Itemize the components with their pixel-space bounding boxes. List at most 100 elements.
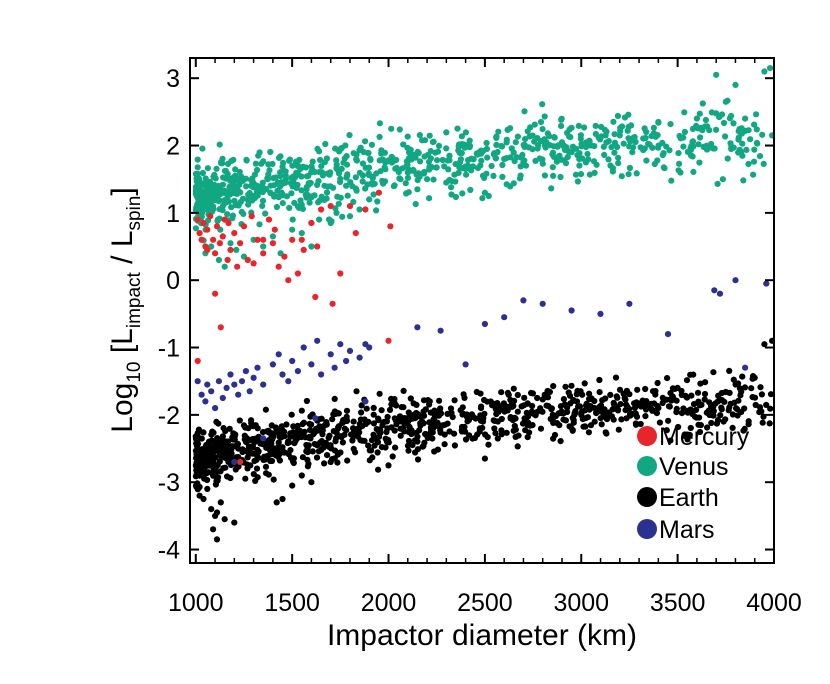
point-venus (514, 133, 522, 140)
point-earth (523, 409, 530, 416)
point-venus (556, 152, 563, 159)
point-venus (412, 201, 419, 208)
point-mercury (337, 270, 344, 277)
point-earth (732, 381, 739, 388)
point-earth (243, 435, 250, 442)
point-venus (221, 167, 229, 175)
point-earth (317, 427, 324, 434)
point-earth (591, 418, 598, 425)
point-earth (565, 389, 572, 396)
point-venus (444, 157, 451, 164)
series-mars (194, 277, 770, 466)
legend-label-earth: Earth (659, 484, 719, 512)
point-earth (567, 423, 574, 430)
point-venus (298, 187, 305, 194)
point-venus (192, 170, 199, 178)
point-earth (524, 434, 531, 441)
legend: Mercury Venus Earth Mars (637, 423, 750, 544)
point-earth (232, 431, 239, 438)
point-mars (198, 391, 205, 398)
point-mercury (387, 223, 394, 230)
point-earth (204, 455, 211, 462)
point-earth (701, 396, 708, 403)
point-earth (690, 401, 698, 408)
point-earth (331, 395, 338, 402)
point-earth (738, 388, 745, 395)
point-venus (551, 134, 558, 141)
point-earth (251, 439, 258, 446)
y-tick-label: -3 (158, 469, 180, 497)
point-venus (448, 184, 455, 191)
point-earth (466, 432, 473, 439)
point-earth (434, 446, 441, 453)
point-venus (388, 125, 395, 132)
y-axis-title: Log10 [Limpact / Lspin] (106, 187, 145, 432)
point-earth (253, 465, 261, 472)
point-mars (414, 324, 421, 331)
point-earth (441, 441, 448, 448)
point-venus (270, 175, 277, 182)
point-venus (697, 134, 704, 141)
point-venus (346, 213, 354, 220)
point-earth (610, 416, 617, 423)
point-venus (546, 133, 553, 140)
point-earth (343, 407, 351, 414)
point-earth (729, 424, 736, 431)
point-venus (194, 187, 201, 194)
point-venus (629, 149, 636, 156)
point-venus (598, 123, 605, 130)
point-earth (588, 404, 595, 411)
point-venus (576, 162, 583, 169)
point-earth (665, 417, 672, 424)
point-earth (290, 423, 297, 430)
point-venus (230, 179, 237, 186)
point-earth (528, 408, 536, 415)
point-venus (227, 240, 234, 247)
point-venus (196, 178, 203, 185)
point-mercury (240, 223, 248, 230)
point-venus (706, 127, 713, 134)
point-venus (499, 173, 506, 180)
point-earth (686, 431, 693, 439)
point-earth (405, 437, 413, 445)
point-mars (254, 364, 261, 371)
point-earth (195, 426, 202, 433)
point-venus (264, 175, 271, 182)
point-venus (243, 157, 250, 164)
point-earth (262, 463, 270, 470)
point-earth (407, 395, 414, 402)
point-earth (236, 417, 243, 424)
point-earth (418, 420, 425, 427)
point-earth (315, 448, 322, 455)
point-earth (404, 419, 411, 426)
point-mercury (346, 203, 354, 210)
point-venus (620, 140, 627, 147)
point-earth (299, 421, 306, 428)
point-earth (430, 416, 437, 423)
point-venus (403, 190, 410, 197)
point-venus (498, 143, 506, 150)
point-mercury (216, 240, 223, 247)
point-earth (560, 416, 567, 423)
point-venus (572, 145, 580, 152)
point-venus (256, 221, 263, 228)
point-venus (581, 124, 588, 131)
point-venus (448, 191, 455, 198)
point-mercury (212, 290, 219, 297)
point-earth (569, 414, 576, 421)
point-venus (590, 158, 598, 165)
point-earth (447, 405, 455, 412)
legend-label-mars: Mars (659, 516, 715, 544)
point-earth (578, 411, 585, 418)
point-venus (577, 132, 585, 139)
legend-marker-venus (637, 456, 657, 476)
point-venus (490, 172, 497, 179)
point-venus (359, 178, 366, 185)
point-venus (362, 138, 369, 145)
point-earth (472, 415, 479, 422)
point-earth (208, 506, 215, 513)
point-venus (568, 149, 575, 156)
point-venus (720, 119, 728, 127)
point-earth (298, 472, 305, 479)
point-venus (199, 169, 206, 177)
